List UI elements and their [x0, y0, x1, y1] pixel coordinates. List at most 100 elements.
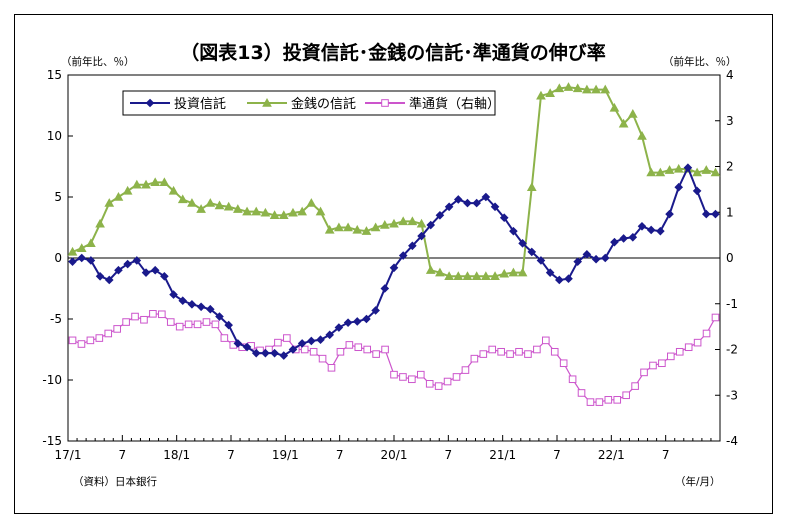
data-point	[141, 268, 151, 277]
data-point	[77, 253, 87, 263]
data-point	[640, 368, 648, 377]
data-point	[140, 315, 148, 324]
data-point	[710, 167, 721, 177]
right-tick-label: -4	[726, 434, 738, 448]
data-point	[354, 343, 363, 352]
right-tick-label: 1	[726, 205, 734, 219]
data-point	[178, 296, 188, 306]
data-point	[113, 191, 124, 201]
data-point	[461, 366, 470, 374]
data-point	[114, 265, 123, 275]
right-tick-label: 0	[726, 251, 734, 265]
legend-label: 準通貨（右軸）	[409, 96, 500, 112]
data-point	[160, 271, 169, 281]
data-point	[435, 267, 445, 277]
data-point	[132, 256, 142, 265]
data-point	[274, 338, 282, 347]
data-point	[95, 271, 105, 281]
data-point	[260, 207, 271, 217]
x-tick-label: 7	[445, 448, 453, 462]
left-tick-label: -5	[50, 312, 62, 326]
data-point	[325, 330, 335, 340]
data-point	[536, 256, 546, 265]
left-tick-label: 15	[47, 68, 62, 82]
data-point	[211, 320, 220, 329]
data-point	[398, 216, 409, 226]
data-point	[309, 347, 318, 356]
data-point	[600, 253, 610, 263]
data-point	[196, 204, 206, 213]
data-point	[463, 198, 472, 208]
data-point	[564, 274, 573, 284]
data-point	[573, 257, 583, 266]
x-tick-label: 22/1	[598, 448, 625, 462]
legend-label: 投資信託	[174, 96, 226, 112]
legend: 投資信託 金銭の信託 準通貨（右軸）	[122, 90, 500, 116]
data-point	[444, 271, 454, 280]
data-point	[462, 271, 473, 280]
data-point	[527, 247, 537, 257]
data-point	[600, 84, 611, 94]
data-point	[622, 391, 630, 400]
data-point	[693, 338, 702, 347]
legend-box	[122, 90, 496, 116]
data-point	[408, 241, 417, 251]
data-point	[68, 257, 77, 266]
data-point	[664, 165, 675, 174]
data-point	[390, 370, 398, 379]
data-point	[288, 207, 298, 217]
right-tick-label: -2	[726, 343, 738, 357]
data-point	[214, 200, 225, 210]
data-point	[131, 312, 139, 321]
data-point	[270, 348, 279, 358]
x-tick-label: 18/1	[163, 448, 190, 462]
data-point	[515, 347, 523, 356]
data-point	[336, 347, 345, 356]
data-point	[166, 318, 175, 326]
data-point	[656, 226, 665, 236]
data-point	[692, 186, 702, 196]
x-tick-label: 21/1	[489, 448, 516, 462]
source-note: （資料）日本銀行	[73, 475, 157, 488]
data-point	[517, 267, 528, 277]
x-axis-unit: （年/月）	[675, 475, 721, 488]
data-point	[524, 350, 532, 358]
data-point	[104, 275, 114, 285]
data-point	[122, 185, 133, 195]
data-point	[667, 352, 675, 361]
data-point	[452, 373, 461, 381]
data-point	[559, 359, 568, 368]
data-point	[610, 237, 619, 247]
left-tick-label: 5	[54, 190, 62, 204]
data-point	[122, 318, 130, 326]
data-point	[193, 320, 202, 329]
data-point	[674, 182, 684, 192]
data-point	[497, 347, 505, 356]
data-point	[316, 335, 325, 345]
left-tick-label: -15	[42, 434, 62, 448]
data-point	[618, 118, 629, 128]
data-point	[233, 339, 243, 348]
series-1	[68, 163, 720, 360]
data-point	[609, 102, 620, 112]
data-point	[425, 265, 436, 274]
data-point	[68, 336, 77, 345]
data-point	[417, 231, 426, 241]
data-point	[416, 370, 425, 379]
data-point	[509, 226, 518, 236]
data-point	[224, 320, 233, 330]
data-point	[283, 334, 291, 342]
data-point	[177, 194, 188, 204]
data-point	[563, 82, 574, 91]
data-point	[278, 210, 289, 219]
data-point	[168, 185, 179, 195]
data-point	[443, 377, 452, 386]
data-point	[488, 345, 497, 354]
data-point	[242, 342, 252, 352]
data-point	[572, 83, 583, 93]
data-point	[646, 225, 656, 235]
data-point	[555, 275, 564, 285]
data-point	[480, 271, 491, 280]
data-point	[479, 350, 488, 358]
data-point	[499, 213, 509, 223]
